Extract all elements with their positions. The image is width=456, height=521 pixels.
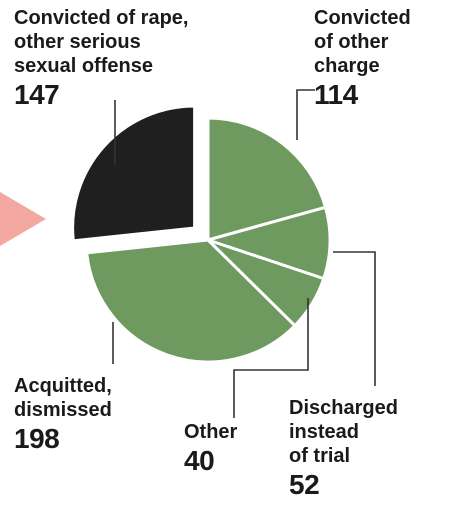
label-convicted-other-value: 114	[314, 79, 358, 110]
pointer-arrow	[0, 192, 46, 246]
label-other-line1: Other	[184, 421, 238, 443]
label-acquitted: Acquitted, dismissed 198	[14, 374, 112, 456]
pie-slice-convicted-of-rape-other-serious-sexual-offense	[71, 104, 197, 243]
label-discharged-line2: instead	[289, 421, 360, 443]
label-convicted-other: Convicted of other charge 114	[314, 6, 411, 112]
pie-slices	[71, 104, 332, 364]
label-acquitted-line2: dismissed	[14, 399, 112, 421]
label-acquitted-value: 198	[14, 423, 60, 454]
label-discharged-line3: of trial	[289, 445, 351, 467]
label-other: Other 40	[184, 420, 237, 478]
label-convicted-other-line1: Convicted	[314, 7, 411, 29]
label-convicted-rape-value: 147	[14, 79, 60, 110]
label-discharged: Discharged instead of trial 52	[289, 396, 398, 502]
label-convicted-rape-line2: other serious	[14, 31, 141, 53]
leader-line-discharged	[333, 251, 376, 386]
pie-slice-convicted-of-other-charge	[206, 116, 328, 242]
leader-line-other	[233, 298, 309, 418]
label-acquitted-line1: Acquitted,	[14, 375, 112, 397]
label-convicted-other-line3: charge	[314, 55, 380, 77]
label-discharged-value: 52	[289, 469, 320, 500]
pie-slice-acquitted-dismissed	[85, 238, 297, 364]
label-convicted-rape: Convicted of rape, other serious sexual …	[14, 6, 188, 112]
label-convicted-other-line2: of other	[314, 31, 389, 53]
label-discharged-line1: Discharged	[289, 397, 398, 419]
label-convicted-rape-line1: Convicted of rape,	[14, 7, 189, 29]
label-convicted-rape-line3: sexual offense	[14, 55, 153, 77]
leader-line-other-charge	[296, 89, 315, 140]
label-other-value: 40	[184, 445, 215, 476]
